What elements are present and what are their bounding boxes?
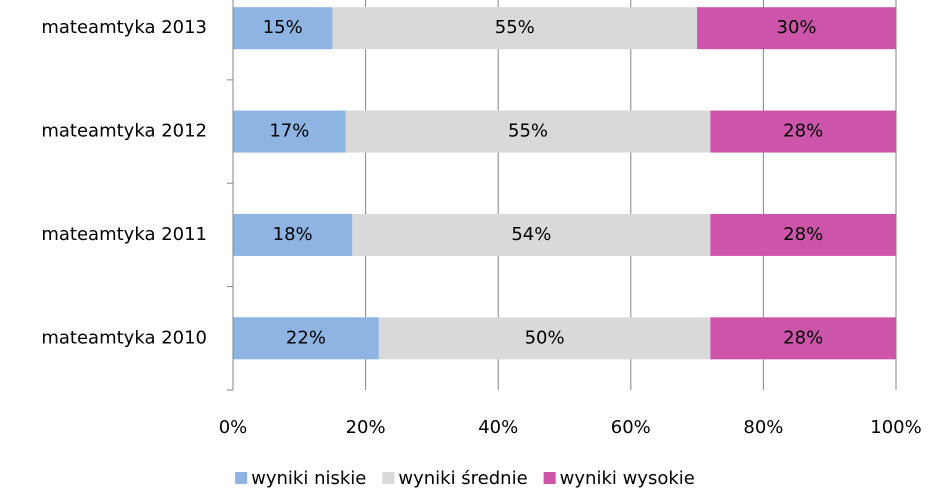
data-label: 55%: [495, 17, 535, 38]
bar-segment: [710, 213, 896, 256]
data-label: 28%: [783, 327, 823, 348]
data-label: 22%: [286, 327, 326, 348]
data-label: 15%: [263, 17, 303, 38]
data-label: 28%: [783, 121, 823, 142]
x-tick-label: 20%: [346, 417, 386, 438]
x-tick-label: 80%: [743, 417, 783, 438]
legend-label: wyniki średnie: [398, 468, 527, 489]
data-label: 55%: [508, 121, 548, 142]
bar-segment: [233, 317, 379, 360]
bar-segment: [345, 110, 711, 153]
data-label: 28%: [783, 224, 823, 245]
data-label: 18%: [273, 224, 313, 245]
data-label: 17%: [269, 121, 309, 142]
legend-swatch: [543, 472, 556, 484]
bar-segment: [233, 7, 333, 50]
data-label: 54%: [511, 224, 551, 245]
bar-segment: [710, 110, 896, 153]
x-tick-label: 40%: [478, 417, 518, 438]
y-tick-label: mateamtyka 2010: [41, 327, 207, 348]
bar-segment: [233, 213, 353, 256]
legend-label: wyniki wysokie: [560, 468, 695, 489]
x-tick-label: 100%: [870, 417, 921, 438]
y-tick-label: mateamtyka 2011: [41, 224, 207, 245]
bar-segment: [233, 110, 346, 153]
bar-segment: [697, 7, 896, 50]
legend-swatch: [382, 472, 395, 484]
y-tick-label: mateamtyka 2012: [41, 121, 207, 142]
x-tick-label: 0%: [219, 417, 248, 438]
x-tick-label: 60%: [611, 417, 651, 438]
legend-swatch: [235, 472, 248, 484]
data-label: 50%: [525, 327, 565, 348]
bar-segment: [710, 317, 896, 360]
legend-label: wyniki niskie: [251, 468, 366, 489]
y-tick-label: mateamtyka 2013: [41, 17, 207, 38]
data-label: 30%: [777, 17, 817, 38]
bar-segment: [332, 7, 698, 50]
bar-segment: [352, 213, 711, 256]
bar-segment: [378, 317, 711, 360]
